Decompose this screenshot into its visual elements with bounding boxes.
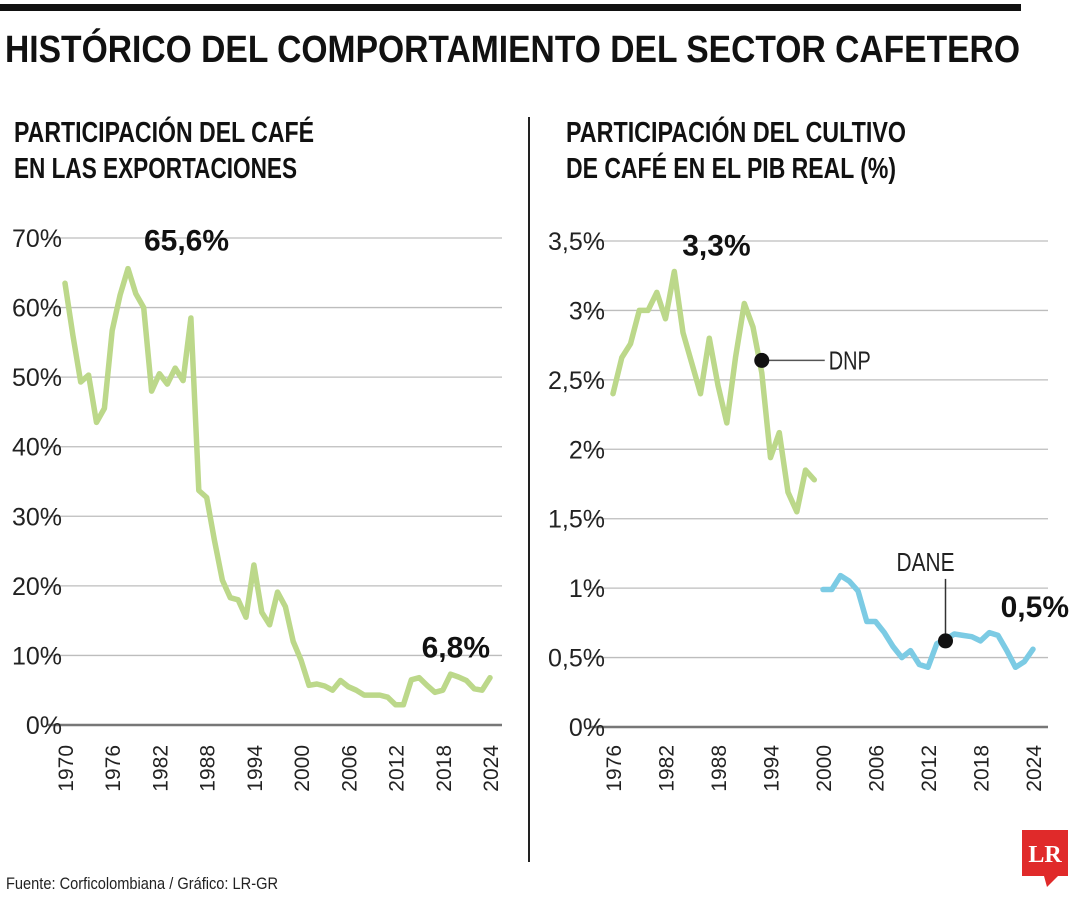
- x-tick-label: 2006: [338, 745, 361, 792]
- lr-logo-text: LR: [1028, 842, 1062, 868]
- x-tick-label: 2012: [918, 745, 941, 792]
- left-chart-title-line-1: PARTICIPACIÓN DEL CAFÉ: [14, 115, 314, 149]
- y-tick-label: 50%: [12, 364, 62, 392]
- right-chart-title-line-1: PARTICIPACIÓN DEL CULTIVO: [566, 115, 906, 149]
- right-chart-title-line-2: DE CAFÉ EN EL PIB REAL (%): [566, 151, 896, 185]
- value-annotation: 0,5%: [1001, 591, 1069, 624]
- y-tick-label: 60%: [12, 295, 62, 323]
- x-tick-label: 1970: [55, 745, 78, 792]
- dnp-series-line: [610, 268, 818, 515]
- right-chart-title: PARTICIPACIÓN DEL CULTIVO DE CAFÉ EN EL …: [566, 115, 906, 185]
- y-tick-label: 1,5%: [548, 506, 605, 534]
- y-tick-label: 0,5%: [548, 645, 605, 673]
- dane-label: DANE: [897, 547, 955, 577]
- x-tick-label: 2024: [1023, 745, 1046, 792]
- x-tick-label: 1976: [603, 745, 626, 792]
- dane-marker-dot: [938, 633, 953, 649]
- x-tick-label: 1976: [102, 745, 125, 792]
- dnp-label: DNP: [829, 345, 871, 375]
- top-rule: [0, 4, 1021, 11]
- y-tick-label: 1%: [569, 575, 605, 603]
- x-tick-label: 2012: [386, 745, 409, 792]
- y-tick-label: 0%: [26, 712, 62, 740]
- y-tick-label: 3%: [569, 297, 605, 325]
- y-tick-label: 3,5%: [548, 228, 605, 256]
- x-tick-label: 2000: [291, 745, 314, 792]
- x-tick-label: 1988: [197, 745, 220, 792]
- value-annotation: 65,6%: [144, 225, 229, 258]
- x-tick-label: 2018: [971, 745, 994, 792]
- x-tick-label: 1982: [656, 745, 679, 792]
- dnp-marker-dot: [754, 352, 770, 368]
- y-tick-label: 70%: [12, 225, 62, 253]
- exports-share-chart: 0% 10% 20% 30% 40% 50% 60% 70% 1970 1976 1982 1988 1…: [12, 225, 503, 792]
- gdp-share-chart: 0% 0,5% 1% 1,5% 2% 2,5% 3% 3,5% 1976 1982 1988 1994…: [548, 228, 1069, 792]
- y-tick-label: 20%: [12, 573, 62, 601]
- x-tick-label: 2000: [813, 745, 836, 792]
- value-annotation: 6,8%: [422, 632, 490, 665]
- y-tick-label: 40%: [12, 434, 62, 462]
- left-chart-title: PARTICIPACIÓN DEL CAFÉ EN LAS EXPORTACIO…: [14, 115, 314, 185]
- value-annotation: 3,3%: [682, 230, 750, 263]
- x-tick-label: 1982: [149, 745, 172, 792]
- source-note: Fuente: Corficolombiana / Gráfico: LR-GR: [6, 874, 278, 893]
- y-tick-label: 10%: [12, 642, 62, 670]
- x-tick-label: 2006: [866, 745, 889, 792]
- y-tick-label: 2,5%: [548, 367, 605, 395]
- x-tick-label: 1994: [761, 745, 784, 792]
- main-title: HISTÓRICO DEL COMPORTAMIENTO DEL SECTOR …: [5, 27, 1020, 71]
- x-tick-label: 2018: [433, 745, 456, 792]
- x-tick-label: 1988: [708, 745, 731, 792]
- y-tick-label: 0%: [569, 714, 605, 742]
- y-tick-label: 2%: [569, 436, 605, 464]
- y-tick-label: 30%: [12, 503, 62, 531]
- left-chart-title-line-2: EN LAS EXPORTACIONES: [14, 153, 297, 185]
- lr-logo: LR: [1022, 830, 1068, 887]
- x-tick-label: 1994: [244, 745, 267, 792]
- x-tick-label: 2024: [480, 745, 503, 792]
